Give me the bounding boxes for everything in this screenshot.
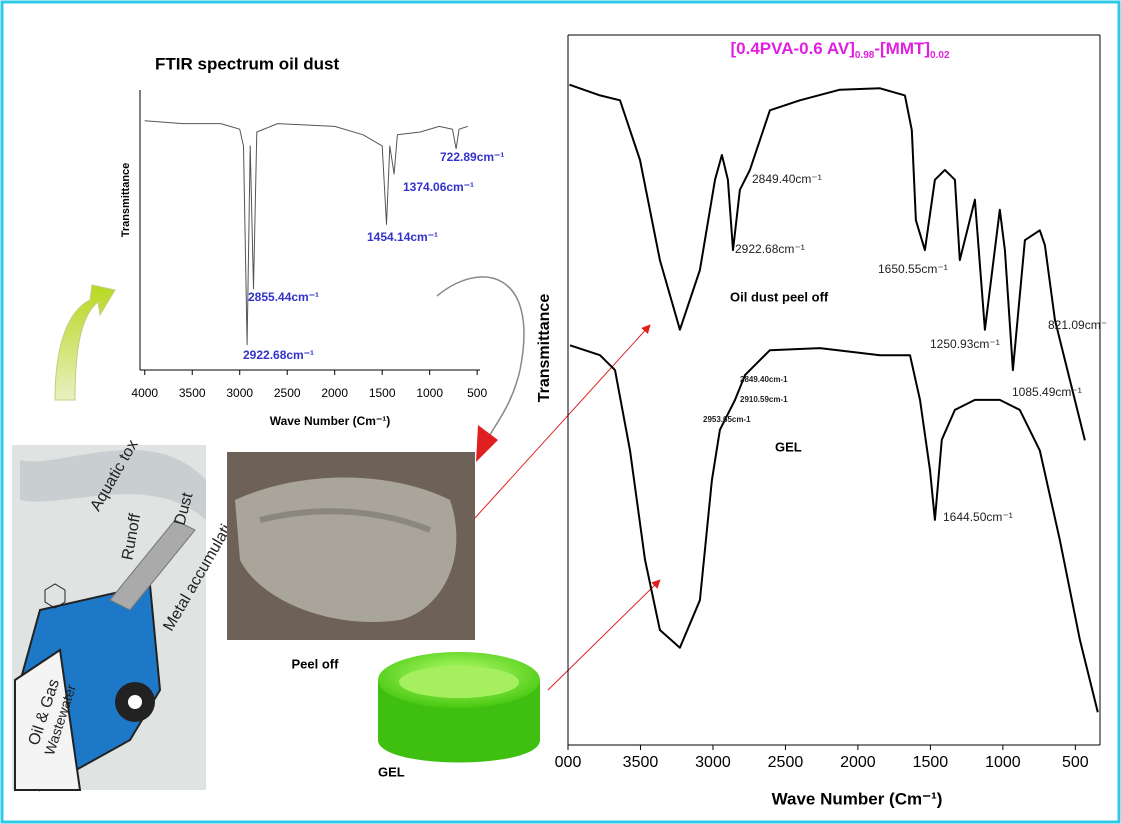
figure: Aquatic tox Runoff Dust Metal accumulati… <box>0 0 1121 824</box>
x-tick-label: 3000 <box>226 386 253 400</box>
peak-annotation: 2849.40cm⁻¹ <box>752 172 822 186</box>
pollution-illustration: Aquatic tox Runoff Dust Metal accumulati… <box>12 437 235 790</box>
chart-title: FTIR spectrum oil dust <box>155 54 340 73</box>
peak-annotation: 722.89cm⁻¹ <box>440 150 504 164</box>
peak-annotation: 1650.55cm⁻¹ <box>878 262 948 276</box>
chart-title: [0.4PVA-0.6 AV]0.98-[MMT]0.02 <box>730 39 949 60</box>
peel-photo <box>227 452 475 640</box>
peak-annotation: 2922.68cm⁻¹ <box>735 242 805 256</box>
peak-annotation: 2922.68cm⁻¹ <box>243 348 314 362</box>
x-tick-label: 000 <box>555 754 582 771</box>
peak-annotation: 821.09cm⁻ <box>1048 318 1107 332</box>
x-tick-label: 500 <box>1062 754 1089 771</box>
y-axis-label: Transmittance <box>536 294 553 403</box>
peak-annotation: 1454.14cm⁻¹ <box>367 230 438 244</box>
x-tick-label: 3500 <box>623 754 659 771</box>
peak-annotation: 2953.65cm-1 <box>703 415 751 424</box>
peak-annotation: 1374.06cm⁻¹ <box>403 180 474 194</box>
title-part: 0.98 <box>855 50 875 61</box>
peak-annotation: 2849.40cm-1 <box>740 375 788 384</box>
x-tick-label: 2500 <box>768 754 804 771</box>
x-tick-label: 1500 <box>913 754 949 771</box>
peak-annotation: 2855.44cm⁻¹ <box>248 290 319 304</box>
peak-annotation: 1250.93cm⁻¹ <box>930 337 1000 351</box>
x-tick-label: 500 <box>467 386 487 400</box>
peak-annotation: 1644.50cm⁻¹ <box>943 510 1013 524</box>
x-tick-label: 2000 <box>321 386 348 400</box>
x-axis-label: Wave Number (Cm⁻¹) <box>270 414 391 428</box>
x-tick-label: 2500 <box>274 386 301 400</box>
jar-label: GEL <box>378 764 405 779</box>
gel-jar <box>378 652 540 763</box>
x-tick-label: 1500 <box>369 386 396 400</box>
peak-annotation: 2910.59cm-1 <box>740 395 788 404</box>
title-part: 0.02 <box>930 50 950 61</box>
x-tick-label: 1000 <box>416 386 443 400</box>
photo-label: Peel off <box>292 656 340 671</box>
x-tick-label: 2000 <box>840 754 876 771</box>
x-tick-label: 4000 <box>131 386 158 400</box>
series-label: Oil dust peel off <box>730 289 829 304</box>
x-tick-label: 3000 <box>695 754 731 771</box>
series-label: GEL <box>775 439 802 454</box>
x-axis-label: Wave Number (Cm⁻¹) <box>772 789 943 808</box>
y-axis-label: Transmittance <box>120 163 132 238</box>
x-tick-label: 1000 <box>985 754 1021 771</box>
x-tick-label: 3500 <box>179 386 206 400</box>
title-part: -[MMT] <box>874 39 930 58</box>
peak-annotation: 1085.49cm⁻¹ <box>1012 385 1082 399</box>
title-part: [0.4PVA-0.6 AV] <box>730 39 854 58</box>
